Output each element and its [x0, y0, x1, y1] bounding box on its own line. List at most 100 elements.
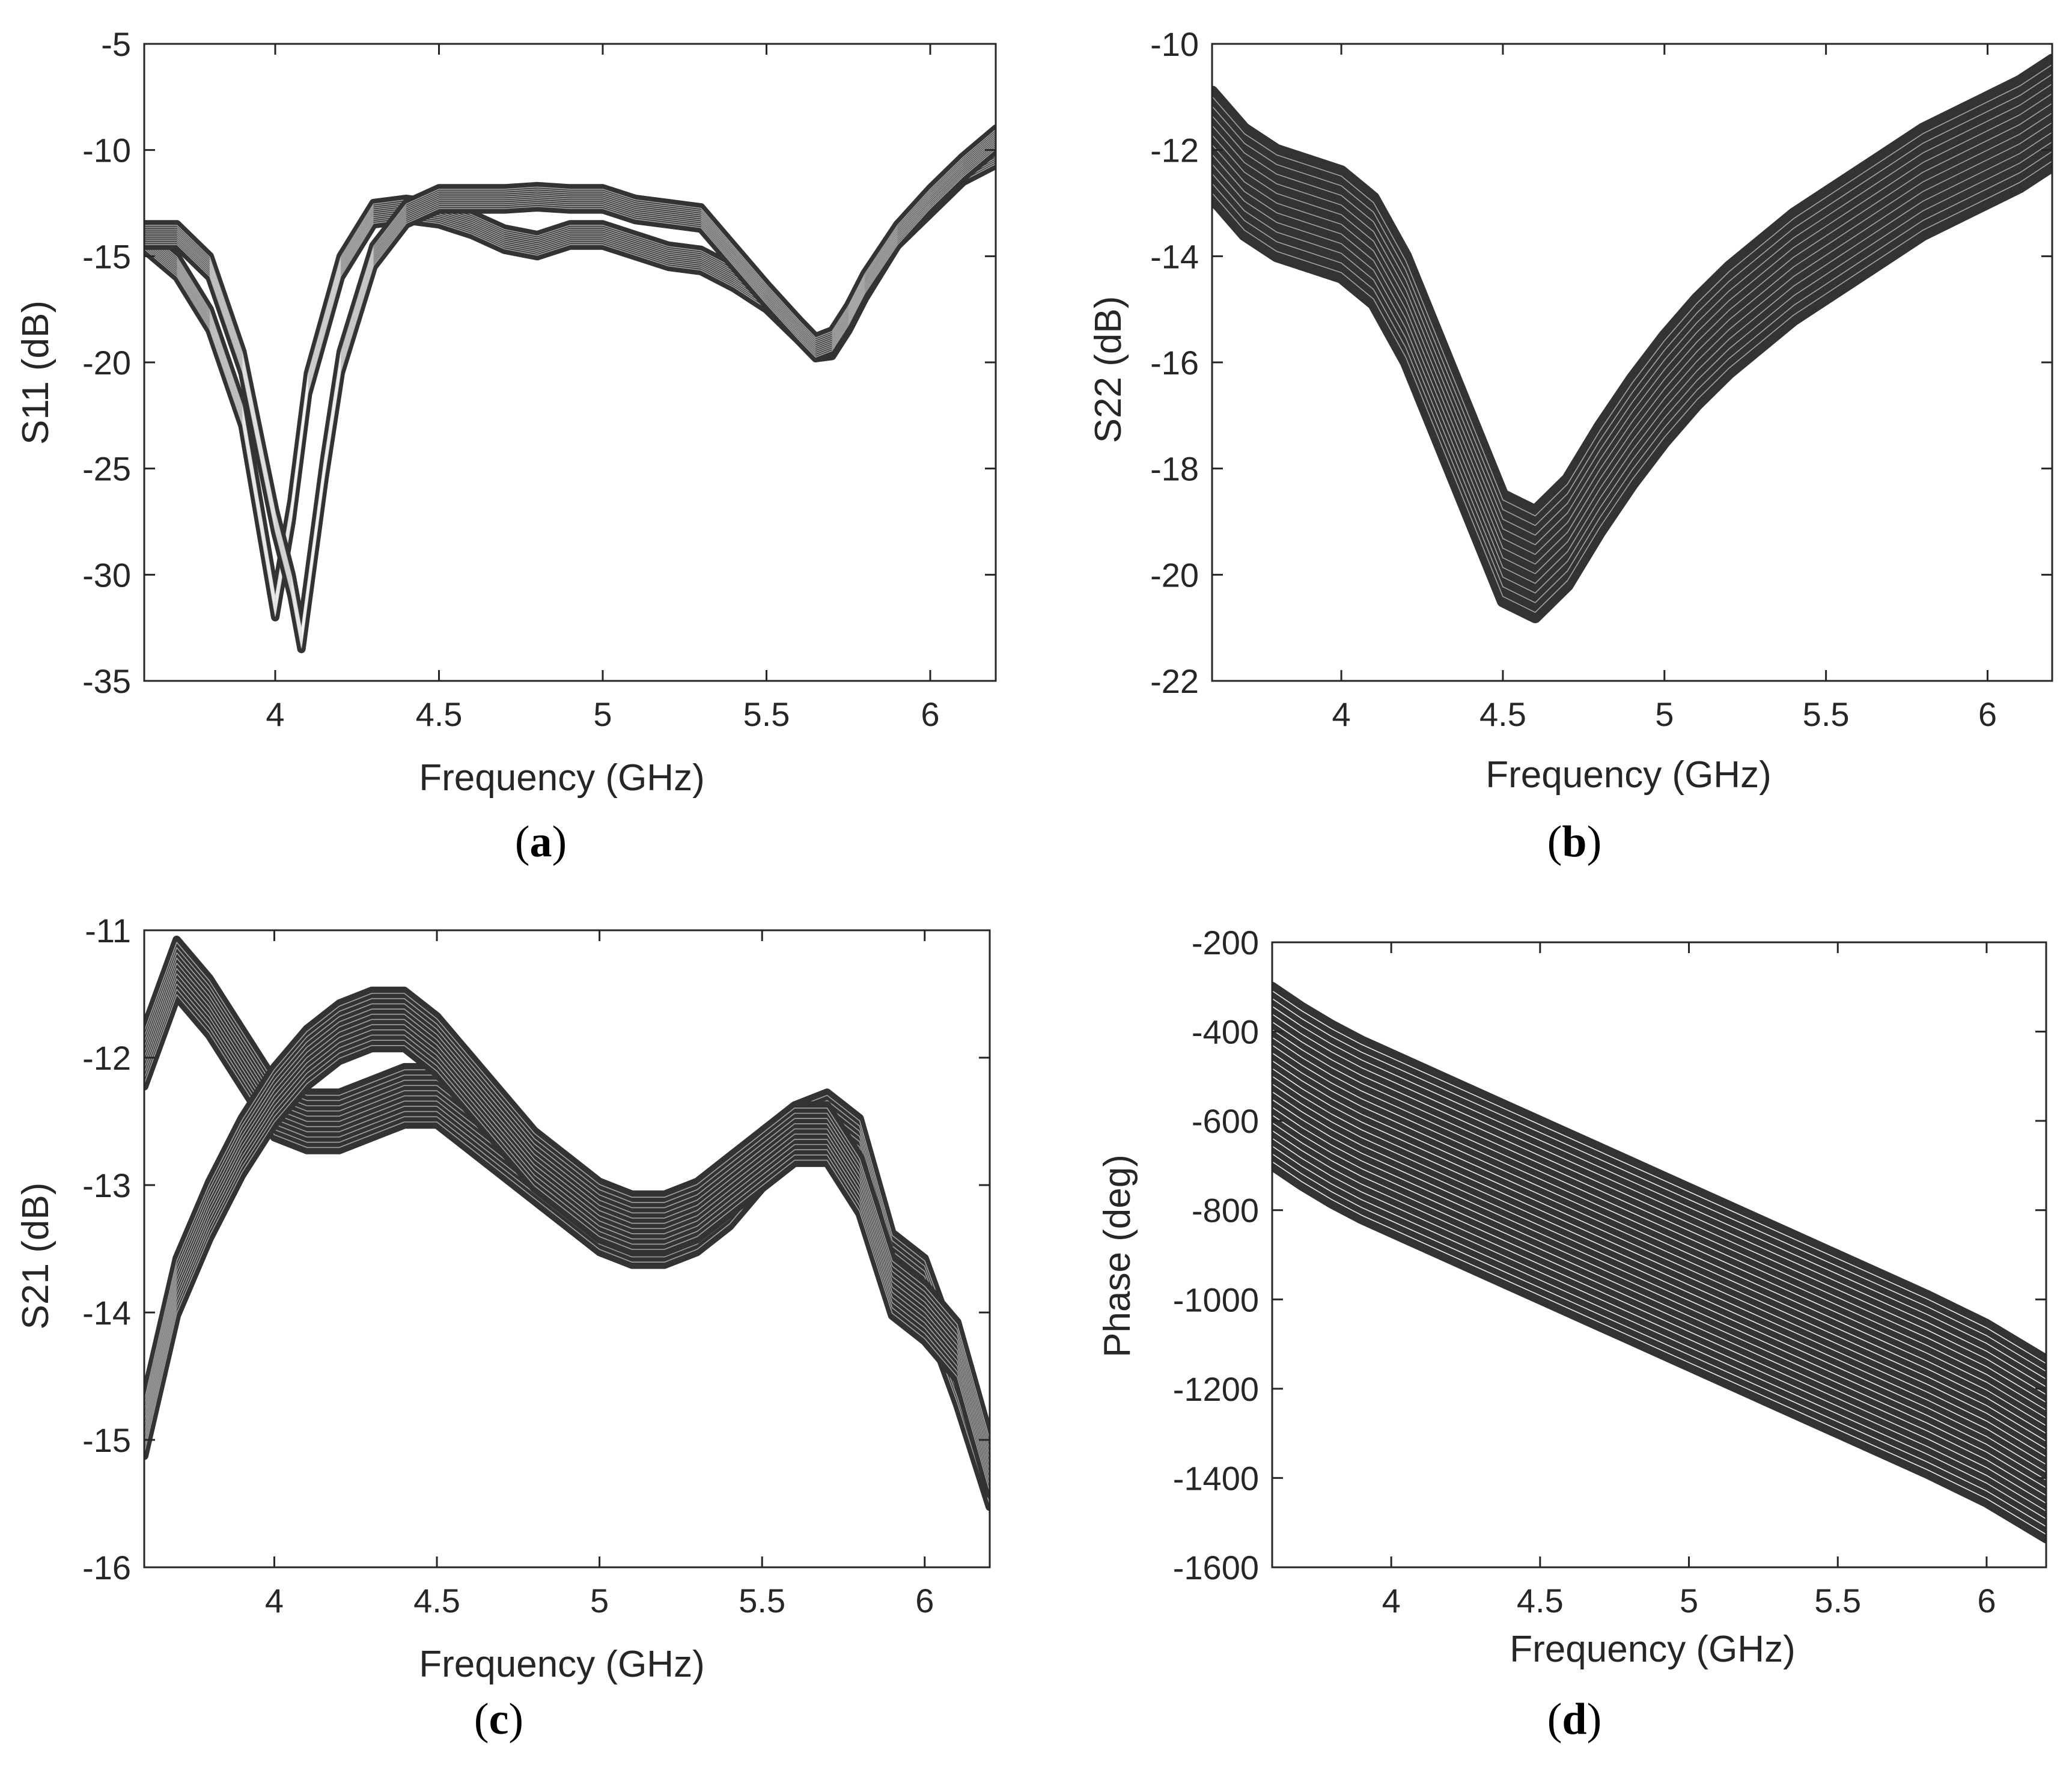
trace-gap-c-1-3 [144, 983, 990, 1495]
trace-gap-d-1-19 [1272, 1021, 2046, 1395]
y-tick-label-d-3: -1200 [1173, 1370, 1259, 1408]
y-tick-label-a-1: -35 [82, 662, 131, 700]
y-axis-label-a: S11 (dB) [15, 300, 56, 445]
trace-gap-d-1-3 [1272, 1145, 2046, 1520]
y-tick-label-d-8: -200 [1192, 924, 1259, 962]
trace-gap-b-1-1 [1212, 160, 2052, 613]
x-tick-label-b-3: 5 [1655, 695, 1674, 733]
trace-gap-d-1-22 [1272, 998, 2046, 1372]
trace-gap-d-1-12 [1272, 1076, 2046, 1449]
trace-gap-c-2-11 [144, 993, 990, 1440]
y-tick-label-a-3: -25 [82, 450, 131, 488]
y-tick-label-d-4: -1000 [1173, 1281, 1259, 1318]
trace-d-1-9 [1272, 1098, 2046, 1481]
trace-d-1-17 [1272, 1036, 2046, 1419]
trace-gap-d-1-18 [1272, 1029, 2046, 1403]
trace-gap-d-1-5 [1272, 1130, 2046, 1504]
y-axis-label-d: Phase (deg) [1097, 1154, 1138, 1358]
y-tick-label-c-4: -13 [82, 1166, 131, 1204]
trace-d-1-18 [1272, 1028, 2046, 1412]
trace-d-1-1 [1272, 1160, 2046, 1544]
y-tick-label-c-6: -11 [85, 912, 131, 950]
trace-gap-d-1-20 [1272, 1013, 2046, 1388]
trace-d-1-2 [1272, 1153, 2046, 1536]
trace-d-1-5 [1272, 1129, 2046, 1513]
x-tick-label-c-3: 5 [590, 1582, 609, 1620]
x-tick-label-c-2: 4.5 [413, 1582, 460, 1620]
plot-area-a: 4 4.5 5 5.5 6 -35 -30 -25 -20 -15 -10 -5 [82, 25, 997, 733]
x-tick-label-c-5: 6 [915, 1582, 934, 1620]
trace-gap-b-1-8 [1212, 93, 2052, 546]
trace-gap-d-1-14 [1272, 1060, 2046, 1434]
plot-area-c: 4 4.5 5 5.5 6 -16 -15 -14 -13 -12 -11 [82, 912, 991, 1620]
y-tick-label-d-6: -600 [1192, 1102, 1259, 1140]
traces-d [1272, 981, 2046, 1544]
trace-gap-b-1-9 [1212, 83, 2052, 536]
plot-area-b: 4 4.5 5 5.5 6 -22 -20 -18 -16 -14 -12 -10 [1150, 25, 2053, 733]
trace-gap-b-1-10 [1212, 73, 2052, 526]
trace-gap-d-1-2 [1272, 1153, 2046, 1528]
y-tick-label-d-7: -400 [1192, 1013, 1259, 1051]
y-tick-label-a-7: -5 [101, 25, 131, 63]
y-tick-label-d-2: -1400 [1173, 1459, 1259, 1497]
y-tick-label-d-5: -800 [1192, 1192, 1259, 1230]
y-tick-label-b-1: -22 [1150, 662, 1199, 700]
series-a-1 [144, 139, 996, 621]
trace-c-1-3 [144, 983, 990, 1501]
trace-d-1-20 [1272, 1013, 2046, 1396]
x-tick-label-d-3: 5 [1680, 1582, 1698, 1620]
y-tick-label-a-4: -20 [82, 344, 131, 382]
trace-gap-b-1-7 [1212, 103, 2052, 555]
trace-d-1-13 [1272, 1067, 2046, 1451]
trace-d-1-22 [1272, 997, 2046, 1380]
trace-gap-b-1-11 [1212, 64, 2052, 517]
x-axis-label-c: Frequency (GHz) [419, 1644, 704, 1685]
x-tick-label-a-1: 4 [266, 695, 284, 733]
trace-d-1-10 [1272, 1090, 2046, 1474]
traces-b [1212, 53, 2052, 624]
x-tick-label-c-4: 5.5 [739, 1582, 785, 1620]
trace-gap-c-2-1 [144, 1045, 990, 1492]
trace-d-1-21 [1272, 1005, 2046, 1388]
traces-a [144, 124, 996, 653]
y-tick-label-b-6: -12 [1150, 132, 1199, 169]
trace-gap-d-1-21 [1272, 1005, 2046, 1380]
trace-gap-c-2-10 [144, 998, 990, 1445]
trace-gap-d-1-15 [1272, 1052, 2046, 1427]
trace-gap-a-2-11 [144, 129, 996, 630]
trace-gap-b-1-4 [1212, 132, 2052, 584]
trace-gap-b-1-5 [1212, 122, 2052, 575]
trace-gap-d-1-8 [1272, 1106, 2046, 1481]
axes-box-d [1271, 941, 2047, 1568]
y-axis-label-c: S21 (dB) [15, 1183, 56, 1330]
series-b-1 [1212, 53, 2052, 624]
x-axis-label-d: Frequency (GHz) [1510, 1629, 1795, 1670]
panel-label-a: (a) [515, 817, 567, 867]
x-axis-label-b: Frequency (GHz) [1485, 754, 1771, 796]
trace-gap-d-1-23 [1272, 990, 2046, 1364]
trace-d-1-6 [1272, 1121, 2046, 1505]
x-tick-label-a-2: 4.5 [416, 695, 463, 733]
panel-d: 4 4.5 5 5.5 6 -1600 -1400 -1200 -1000 -800 -600 -40… [1097, 924, 2047, 1744]
trace-d-1-7 [1272, 1114, 2046, 1497]
y-tick-label-a-5: -15 [82, 237, 131, 275]
trace-gap-b-1-3 [1212, 141, 2052, 594]
trace-gap-d-1-10 [1272, 1091, 2046, 1465]
trace-gap-d-1-7 [1272, 1114, 2046, 1489]
trace-d-1-8 [1272, 1106, 2046, 1489]
trace-d-1-16 [1272, 1044, 2046, 1427]
x-tick-label-b-5: 6 [1978, 695, 1997, 733]
trace-d-1-12 [1272, 1075, 2046, 1459]
plot-area-d: 4 4.5 5 5.5 6 -1600 -1400 -1200 -1000 -800 -600 -40… [1173, 924, 2047, 1620]
y-tick-label-b-7: -10 [1150, 25, 1199, 63]
trace-gap-d-1-13 [1272, 1068, 2046, 1442]
series-d-1 [1272, 981, 2046, 1544]
y-tick-label-a-2: -30 [82, 556, 131, 594]
trace-d-1-4 [1272, 1137, 2046, 1520]
trace-d-1-3 [1272, 1145, 2046, 1528]
trace-gap-c-2-9 [144, 1003, 990, 1451]
traces-c [144, 935, 990, 1511]
y-tick-label-b-3: -18 [1150, 450, 1199, 488]
y-tick-label-b-5: -14 [1150, 237, 1199, 275]
